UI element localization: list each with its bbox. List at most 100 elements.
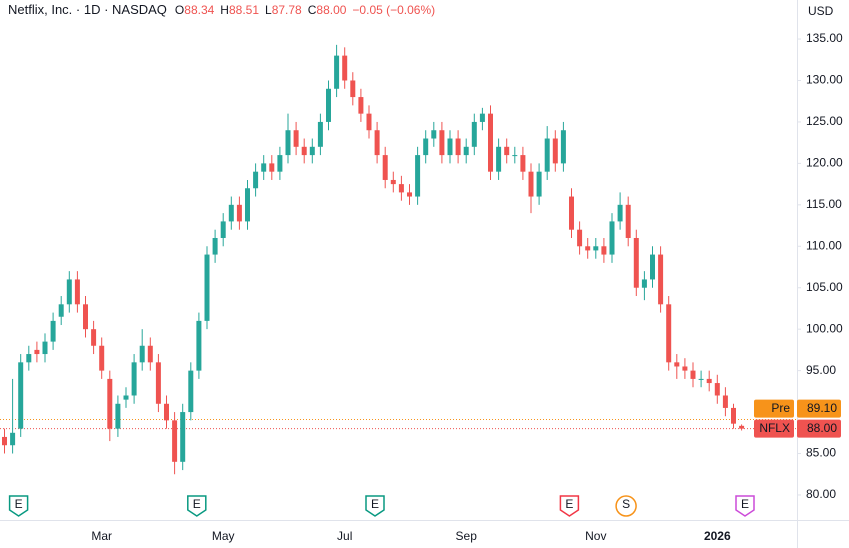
candle-body (423, 138, 429, 156)
candle-body (520, 155, 526, 172)
price-tag (797, 419, 841, 438)
candle-body (455, 138, 461, 156)
candle-body (26, 354, 32, 363)
candle-body (139, 345, 145, 363)
candle-body (350, 80, 356, 98)
candle-body (196, 320, 202, 371)
event-letter: E (741, 497, 749, 511)
candle-body (739, 425, 745, 429)
x-tick-label: Mar (91, 529, 112, 543)
candle-body (66, 279, 72, 305)
candle-body (358, 97, 364, 114)
y-tick-label: 80.00 (806, 487, 836, 501)
event-marker (187, 495, 207, 517)
candle-body (585, 246, 591, 251)
event-marker (365, 495, 385, 517)
x-tick-label: Jul (337, 529, 352, 543)
event-letter: E (193, 497, 201, 511)
candle-body (650, 254, 655, 280)
ohlc-key: O (175, 3, 184, 17)
candle-body (277, 155, 283, 172)
candle-body (253, 171, 259, 189)
candle-body (107, 378, 113, 429)
candle-body (2, 436, 7, 446)
candle-body (560, 130, 566, 164)
title: Netflix, Inc. · 1D · NASDAQ (8, 2, 167, 17)
y-tick-label: 135.00 (806, 31, 843, 45)
candle-body (666, 304, 672, 363)
candle-body (633, 237, 639, 288)
x-tick-label: Nov (585, 529, 606, 543)
candle-body (309, 146, 315, 156)
x-tick-label: 2026 (704, 529, 731, 543)
candle-body (147, 345, 153, 363)
y-tick-label: 85.00 (806, 446, 836, 460)
ohlc-value: 88.51 (229, 3, 259, 17)
y-tick-label: 100.00 (806, 321, 843, 335)
candle-body (334, 55, 340, 89)
candle-body (10, 432, 16, 446)
candle-body (447, 138, 453, 156)
candle-body (50, 320, 56, 342)
candle-body (698, 378, 704, 380)
candle-body (690, 370, 696, 379)
candle-body (285, 130, 291, 156)
price-tag-label: 88.00 (807, 421, 837, 435)
candle-body (544, 138, 550, 172)
currency-label: USD (808, 4, 834, 18)
event-letter: E (565, 497, 573, 511)
candle-body (172, 420, 178, 462)
candle-body (115, 403, 121, 429)
y-tick-label: 95.00 (806, 363, 836, 377)
price-tag-name: NFLX (759, 421, 790, 435)
candle-body (245, 188, 250, 222)
candle-body (674, 362, 680, 367)
candle-body (220, 221, 226, 238)
candle-body (188, 370, 194, 413)
event-marker (8, 495, 29, 517)
event-marker (735, 495, 755, 517)
candle-body (269, 163, 275, 172)
candle-body (577, 229, 583, 247)
event-marker (615, 495, 637, 517)
event-letter: E (15, 497, 23, 511)
candle-body (293, 130, 299, 147)
candle-body (488, 113, 493, 172)
change: −0.05 (−0.06%) (352, 3, 435, 17)
candle-body (342, 55, 348, 81)
y-tick-label: 105.00 (806, 280, 843, 294)
candle-body (536, 171, 542, 197)
x-tick-label: Sep (456, 529, 478, 543)
y-tick-label: 110.00 (806, 238, 842, 252)
candle-body (58, 304, 64, 317)
candle-body (366, 113, 372, 131)
y-tick-label: 120.00 (806, 156, 843, 170)
candle-body (91, 329, 97, 346)
candle-body (123, 395, 129, 400)
candle-body (390, 179, 396, 185)
candle-body (682, 366, 688, 371)
price-tag-name: Pre (771, 401, 790, 415)
candle-body (706, 378, 712, 384)
candle-body (261, 163, 267, 172)
ohlc-key: H (220, 3, 229, 17)
ohlc-value: 88.00 (316, 3, 346, 17)
candle-body (374, 130, 380, 156)
x-tick-label: May (212, 529, 235, 543)
candle-body (180, 412, 186, 462)
candle-body (722, 395, 728, 408)
y-tick-label: 125.00 (806, 114, 843, 128)
candle-body (463, 146, 469, 156)
candle-body (99, 345, 105, 371)
candle-body (569, 196, 574, 230)
candle-body (512, 155, 518, 157)
candle-body (131, 362, 137, 396)
candle-body (609, 221, 615, 255)
candle-body (212, 237, 218, 255)
candle-body (593, 246, 599, 251)
candle-body (431, 130, 437, 139)
candle-body (317, 121, 323, 147)
candle-body (504, 146, 510, 156)
candle-body (228, 204, 234, 222)
